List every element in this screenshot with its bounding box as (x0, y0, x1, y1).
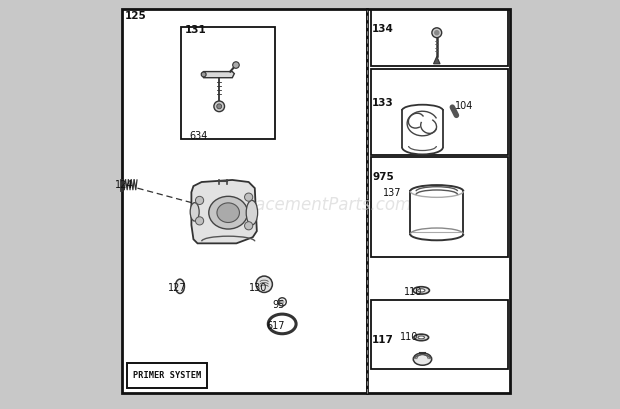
Polygon shape (433, 56, 440, 64)
Circle shape (195, 196, 203, 204)
Text: PRIMER SYSTEM: PRIMER SYSTEM (133, 371, 201, 380)
Text: 117: 117 (372, 335, 394, 345)
Ellipse shape (209, 196, 247, 229)
Text: 634: 634 (189, 131, 208, 141)
Bar (181, 27, 275, 139)
Text: 127: 127 (167, 283, 186, 293)
Bar (122, 9, 367, 393)
Text: 617: 617 (267, 321, 285, 331)
Ellipse shape (246, 200, 258, 225)
Text: 95: 95 (272, 300, 285, 310)
Text: 134: 134 (372, 24, 394, 34)
Text: 110: 110 (400, 333, 419, 342)
Circle shape (256, 276, 272, 292)
Polygon shape (192, 180, 257, 243)
Text: 110: 110 (404, 288, 422, 297)
Ellipse shape (217, 203, 239, 222)
Ellipse shape (414, 334, 428, 341)
Ellipse shape (413, 287, 430, 294)
Bar (371, 69, 508, 155)
Text: 133: 133 (372, 98, 394, 108)
Circle shape (195, 217, 203, 225)
Text: 130: 130 (249, 283, 267, 293)
Circle shape (202, 72, 206, 77)
Circle shape (432, 28, 441, 38)
Ellipse shape (414, 353, 432, 365)
Ellipse shape (418, 336, 425, 339)
Bar (371, 157, 508, 257)
Text: 975: 975 (372, 172, 394, 182)
Circle shape (244, 222, 253, 230)
Polygon shape (202, 72, 234, 78)
Text: 137: 137 (383, 188, 401, 198)
Text: 124: 124 (115, 180, 133, 190)
Circle shape (281, 300, 284, 303)
Bar (371, 10, 508, 66)
Bar (367, 9, 510, 393)
Text: 104: 104 (455, 101, 474, 111)
Ellipse shape (175, 279, 184, 294)
Text: eReplacementParts.com: eReplacementParts.com (208, 196, 412, 213)
Circle shape (232, 62, 239, 68)
Bar (126, 363, 206, 388)
Text: 125: 125 (125, 11, 147, 21)
Circle shape (217, 104, 222, 109)
Circle shape (214, 101, 224, 112)
Ellipse shape (190, 203, 199, 221)
Circle shape (244, 193, 253, 201)
Circle shape (435, 31, 439, 35)
Bar (371, 300, 508, 369)
Text: 131: 131 (184, 25, 206, 35)
Ellipse shape (417, 289, 425, 292)
